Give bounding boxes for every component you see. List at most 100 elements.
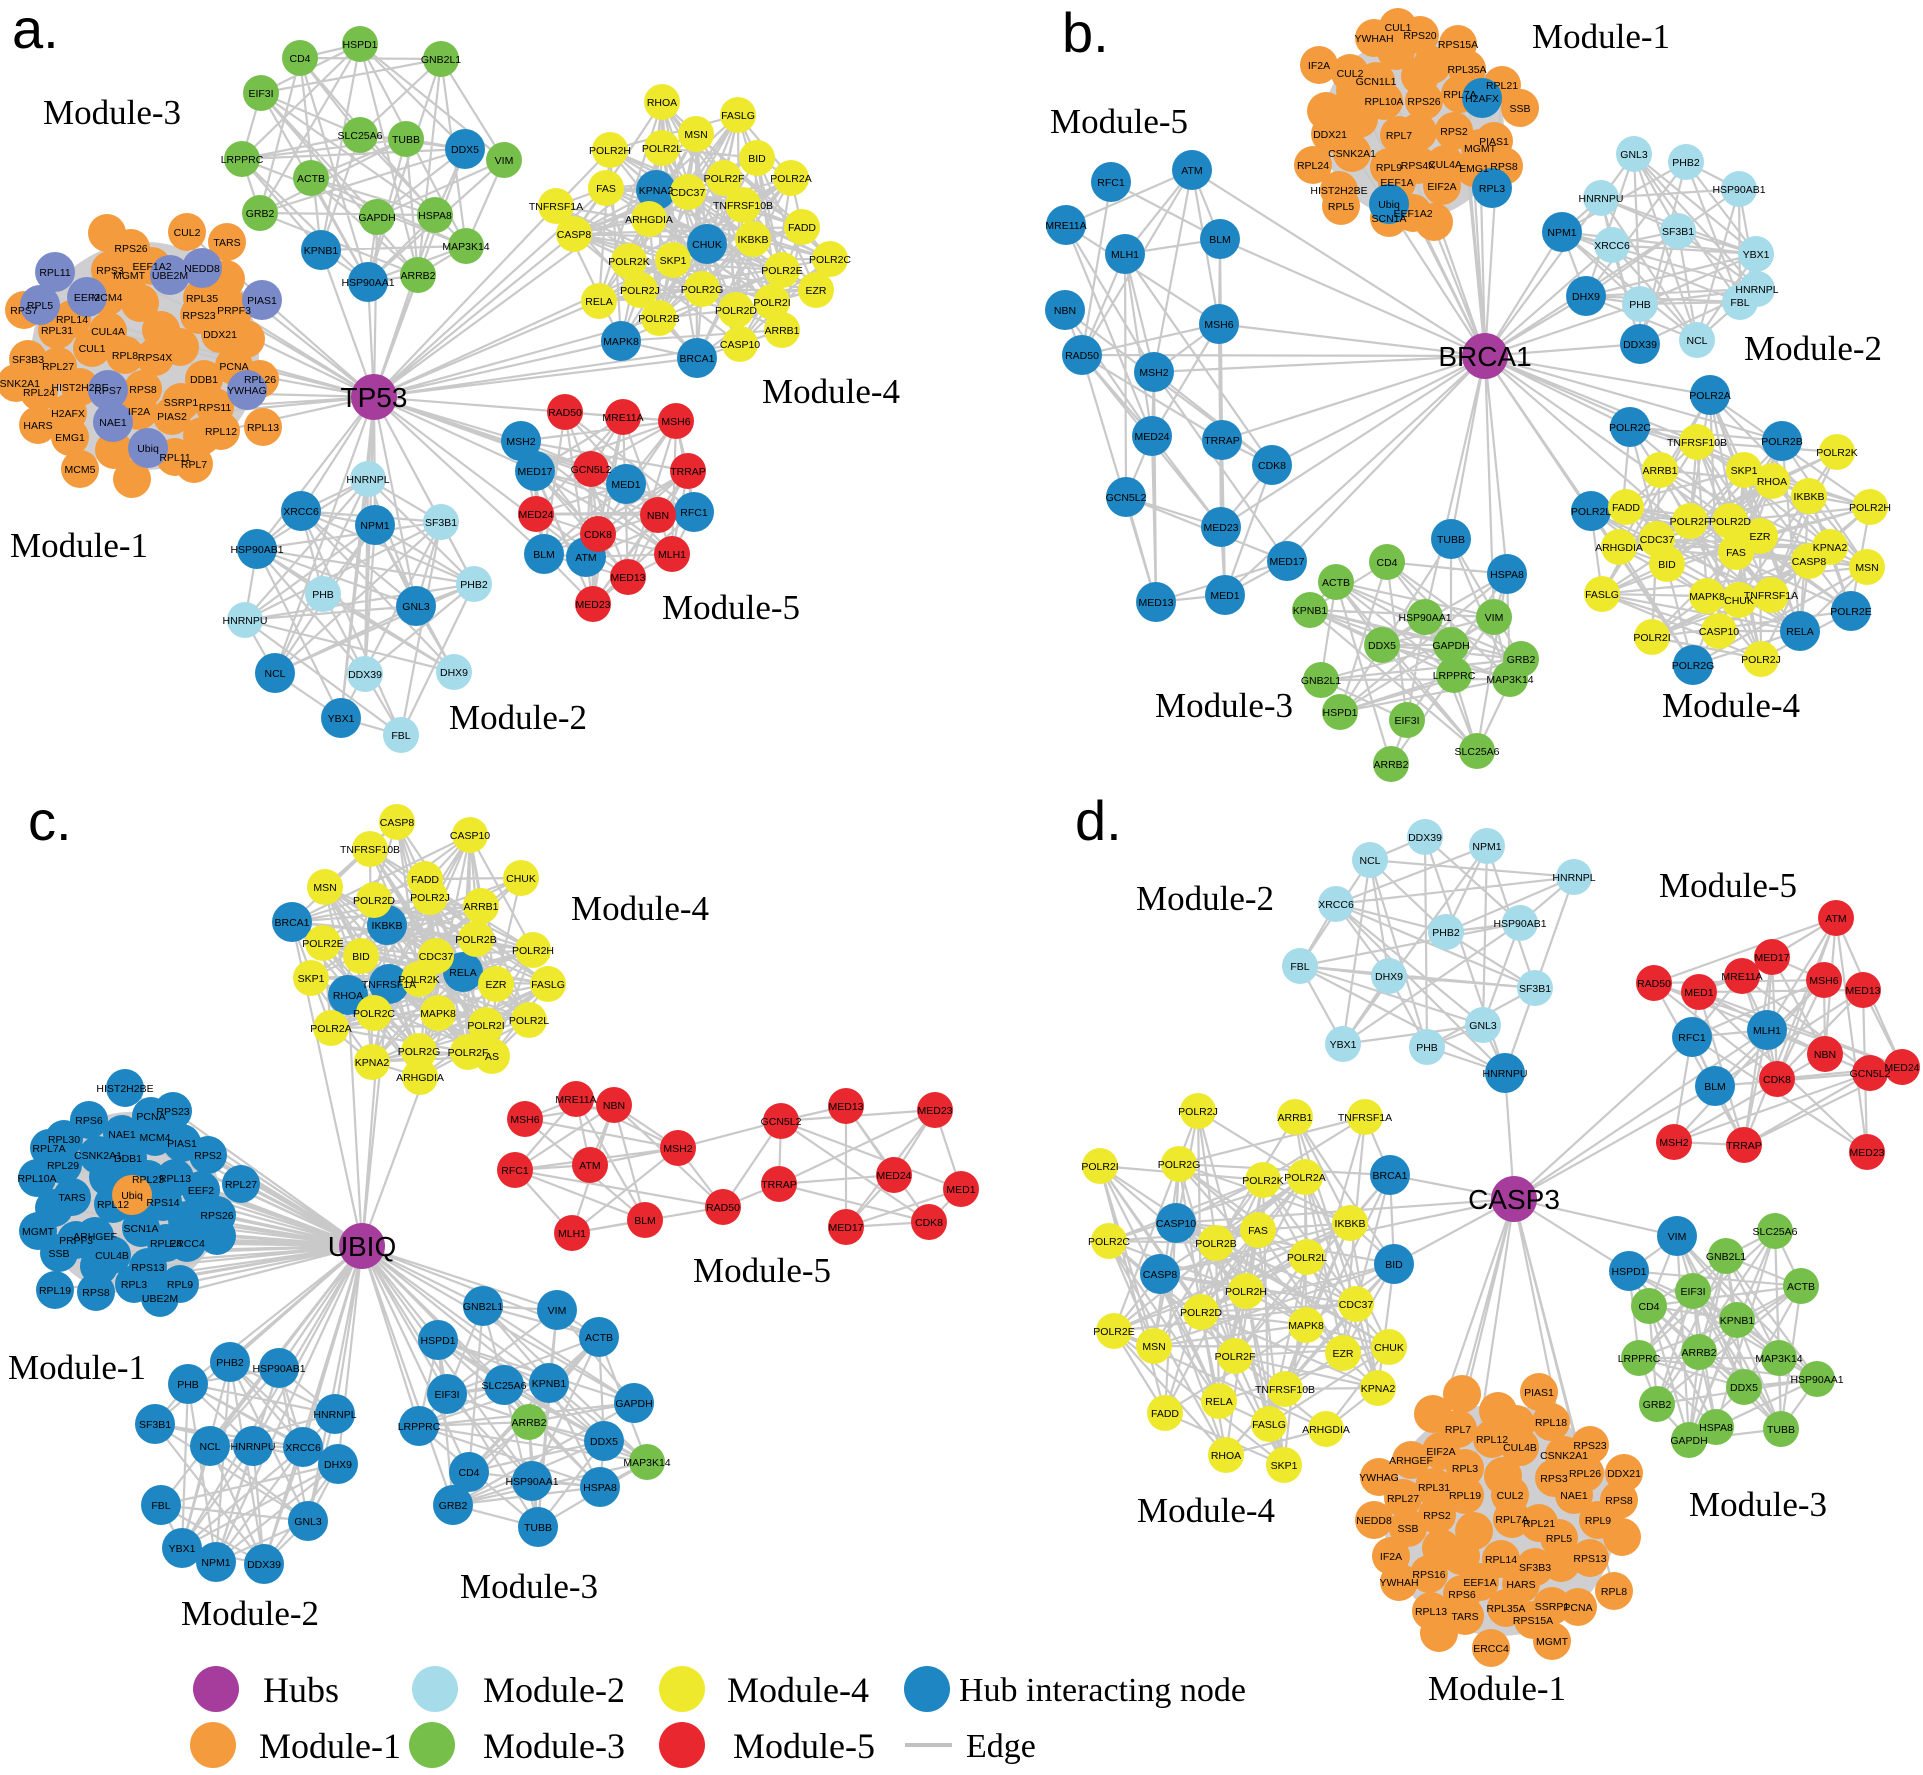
svg-text:GCN1L1: GCN1L1 bbox=[1356, 76, 1397, 88]
svg-text:DHX9: DHX9 bbox=[1375, 971, 1403, 983]
svg-text:MAP3K14: MAP3K14 bbox=[1755, 1353, 1802, 1365]
svg-text:POLR2D: POLR2D bbox=[1180, 1307, 1222, 1319]
svg-text:TUBB: TUBB bbox=[392, 134, 420, 146]
svg-text:ERCC4: ERCC4 bbox=[169, 1238, 205, 1250]
svg-text:SKP1: SKP1 bbox=[1271, 1460, 1298, 1472]
svg-text:CDC37: CDC37 bbox=[1640, 534, 1675, 546]
svg-text:RPL13: RPL13 bbox=[1415, 1606, 1447, 1618]
svg-text:RPL23: RPL23 bbox=[132, 1174, 164, 1186]
svg-text:SF3B3: SF3B3 bbox=[1519, 1562, 1551, 1574]
svg-text:RPL14: RPL14 bbox=[1485, 1554, 1517, 1566]
svg-text:TNFRSF1A: TNFRSF1A bbox=[1338, 1112, 1392, 1124]
svg-text:RPL13: RPL13 bbox=[159, 1173, 191, 1185]
svg-text:TUBB: TUBB bbox=[1437, 534, 1465, 546]
svg-text:HSPD1: HSPD1 bbox=[420, 1335, 455, 1347]
svg-text:FADD: FADD bbox=[788, 222, 816, 234]
svg-text:Module-5: Module-5 bbox=[1050, 102, 1188, 141]
svg-text:POLR2F: POLR2F bbox=[1215, 1351, 1256, 1363]
svg-text:PHB2: PHB2 bbox=[1672, 157, 1700, 169]
svg-text:VIM: VIM bbox=[1485, 612, 1504, 624]
svg-text:CD4: CD4 bbox=[458, 1467, 479, 1479]
svg-text:RHOA: RHOA bbox=[1211, 1450, 1241, 1462]
svg-text:Hub interacting node: Hub interacting node bbox=[959, 1672, 1246, 1709]
svg-text:EEF1A2: EEF1A2 bbox=[1393, 208, 1432, 220]
svg-text:RPL11: RPL11 bbox=[159, 452, 190, 464]
svg-text:PHB2: PHB2 bbox=[1432, 927, 1460, 939]
svg-text:MED23: MED23 bbox=[917, 1105, 952, 1117]
svg-text:HSP90AA1: HSP90AA1 bbox=[341, 277, 394, 289]
svg-text:IKBKB: IKBKB bbox=[1794, 491, 1825, 503]
svg-text:PIAS1: PIAS1 bbox=[1479, 136, 1509, 148]
svg-text:CSNK2A1: CSNK2A1 bbox=[1540, 1450, 1588, 1462]
svg-text:H2AFX: H2AFX bbox=[1465, 93, 1499, 105]
svg-text:RPL10A: RPL10A bbox=[1364, 96, 1403, 108]
svg-text:FAS: FAS bbox=[596, 183, 616, 195]
svg-text:YBX1: YBX1 bbox=[1330, 1039, 1357, 1051]
svg-text:RPL10A: RPL10A bbox=[17, 1173, 56, 1185]
svg-text:Module-2: Module-2 bbox=[181, 1594, 319, 1633]
svg-text:FAS: FAS bbox=[1248, 1225, 1268, 1237]
svg-text:POLR2G: POLR2G bbox=[1158, 1159, 1201, 1171]
svg-text:Module-1: Module-1 bbox=[8, 1348, 146, 1387]
svg-text:PHB: PHB bbox=[1416, 1042, 1438, 1054]
svg-text:LRPPRC: LRPPRC bbox=[398, 1421, 441, 1433]
svg-text:GRB2: GRB2 bbox=[246, 208, 275, 220]
svg-text:Module-2: Module-2 bbox=[449, 698, 587, 737]
svg-text:Module-4: Module-4 bbox=[1137, 1491, 1275, 1530]
svg-text:CUL1: CUL1 bbox=[1385, 22, 1412, 34]
svg-text:NCL: NCL bbox=[1686, 335, 1707, 347]
svg-text:RPS23: RPS23 bbox=[182, 310, 215, 322]
svg-text:PHB: PHB bbox=[177, 1379, 199, 1391]
svg-text:GCN5L2: GCN5L2 bbox=[571, 464, 612, 476]
svg-text:RPL35: RPL35 bbox=[186, 293, 218, 305]
svg-text:TRRAP: TRRAP bbox=[670, 466, 706, 478]
svg-text:MRE11A: MRE11A bbox=[1721, 971, 1762, 983]
svg-text:RHOA: RHOA bbox=[647, 97, 677, 109]
svg-text:NBN: NBN bbox=[1814, 1049, 1836, 1061]
svg-text:RPL9: RPL9 bbox=[167, 1279, 193, 1291]
svg-text:RPL8: RPL8 bbox=[112, 350, 138, 362]
svg-text:POLR2A: POLR2A bbox=[1689, 390, 1730, 402]
svg-text:EIF3I: EIF3I bbox=[1680, 1286, 1705, 1298]
svg-text:TARS: TARS bbox=[1451, 1611, 1478, 1623]
svg-text:HSP90AB1: HSP90AB1 bbox=[230, 544, 283, 556]
svg-text:MED24: MED24 bbox=[1884, 1062, 1919, 1074]
svg-text:HNRNPU: HNRNPU bbox=[1483, 1068, 1528, 1080]
svg-text:BRCA1: BRCA1 bbox=[1372, 1170, 1407, 1182]
svg-text:MED24: MED24 bbox=[1134, 431, 1169, 443]
svg-text:RPL5: RPL5 bbox=[1328, 201, 1354, 213]
svg-text:RPS6: RPS6 bbox=[75, 1115, 103, 1127]
svg-text:HSP90AB1: HSP90AB1 bbox=[1493, 918, 1546, 930]
svg-text:TRRAP: TRRAP bbox=[761, 1179, 797, 1191]
svg-text:FASLG: FASLG bbox=[531, 979, 565, 991]
svg-text:RPL3: RPL3 bbox=[1479, 183, 1505, 195]
svg-text:Module-4: Module-4 bbox=[727, 1670, 869, 1710]
svg-text:MED1: MED1 bbox=[1210, 590, 1239, 602]
svg-text:TP53: TP53 bbox=[341, 382, 408, 413]
svg-text:BID: BID bbox=[1385, 1259, 1403, 1271]
svg-text:BLM: BLM bbox=[634, 1215, 656, 1227]
svg-text:NAE1: NAE1 bbox=[1560, 1490, 1588, 1502]
svg-text:RPL5: RPL5 bbox=[1546, 1533, 1572, 1545]
svg-text:ARHGDIA: ARHGDIA bbox=[1302, 1424, 1350, 1436]
svg-text:GAPDH: GAPDH bbox=[615, 1398, 652, 1410]
svg-text:RPL11: RPL11 bbox=[39, 267, 70, 279]
svg-text:NEDD8: NEDD8 bbox=[184, 263, 220, 275]
svg-text:RFC1: RFC1 bbox=[1097, 177, 1125, 189]
svg-text:Ubiq: Ubiq bbox=[137, 443, 159, 455]
svg-text:MED23: MED23 bbox=[1849, 1147, 1884, 1159]
svg-text:MSH6: MSH6 bbox=[661, 416, 690, 428]
svg-text:FASLG: FASLG bbox=[721, 110, 755, 122]
svg-text:ARRB2: ARRB2 bbox=[400, 270, 435, 282]
svg-text:RPS26: RPS26 bbox=[1407, 96, 1440, 108]
svg-text:RPS14: RPS14 bbox=[146, 1197, 179, 1209]
svg-text:RHOA: RHOA bbox=[1757, 476, 1787, 488]
svg-text:RPL26: RPL26 bbox=[244, 374, 276, 386]
svg-text:PRPF3: PRPF3 bbox=[59, 1235, 93, 1247]
svg-text:GNL3: GNL3 bbox=[294, 1516, 322, 1528]
svg-text:MSN: MSN bbox=[313, 882, 336, 894]
svg-text:PRPF3: PRPF3 bbox=[217, 305, 251, 317]
svg-text:Hubs: Hubs bbox=[263, 1670, 339, 1710]
svg-text:RAD50: RAD50 bbox=[1065, 350, 1099, 362]
svg-text:PIAS2: PIAS2 bbox=[157, 411, 187, 423]
